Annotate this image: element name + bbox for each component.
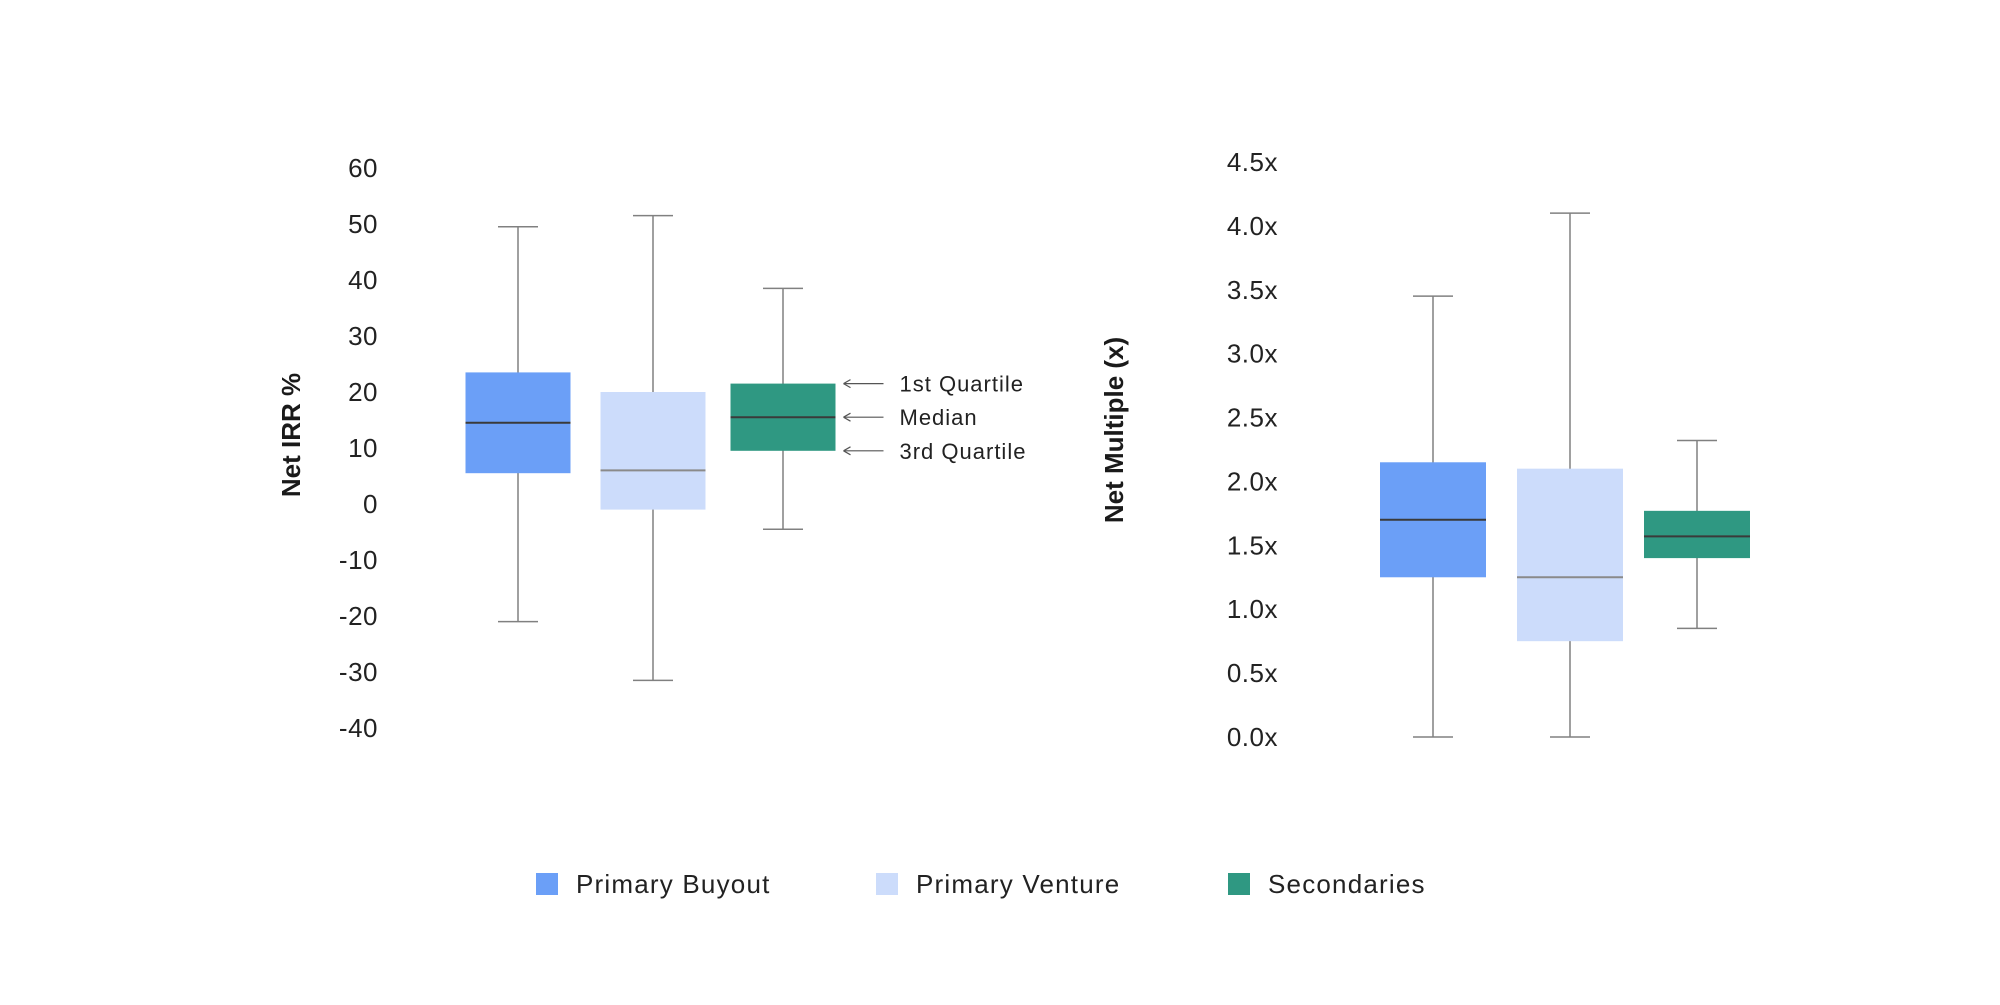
irr-y-tick-label: 30 — [348, 321, 378, 351]
multiple-y-tick-label: 3.5x — [1227, 275, 1278, 305]
multiple-y-tick-label: 4.5x — [1227, 147, 1278, 177]
multiple-y-tick-label: 2.0x — [1227, 466, 1278, 496]
irr-y-tick-label: 60 — [348, 153, 378, 183]
legend-swatch-0 — [536, 873, 558, 895]
irr-y-tick-label: 20 — [348, 377, 378, 407]
multiple-y-tick-label: 3.0x — [1227, 339, 1278, 369]
annotation-arrow-head-0 — [843, 379, 851, 389]
multiple-y-tick-label: 4.0x — [1227, 211, 1278, 241]
legend-swatch-1 — [876, 873, 898, 895]
irr-y-tick-label: -10 — [339, 545, 378, 575]
multiple-y-tick-label: 1.0x — [1227, 594, 1278, 624]
legend-label-1: Primary Venture — [916, 869, 1120, 899]
annotation-arrow-head-1 — [843, 412, 851, 422]
multiple-box-1 — [1517, 468, 1623, 642]
multiple-y-tick-label: 1.5x — [1227, 530, 1278, 560]
irr-y-tick-label: 50 — [348, 209, 378, 239]
irr-y-tick-label: -20 — [339, 601, 378, 631]
legend-label-2: Secondaries — [1268, 869, 1426, 899]
multiple-y-axis-label: Net Multiple (x) — [1099, 337, 1129, 523]
multiple-y-tick-label: 0.5x — [1227, 658, 1278, 688]
annotation-label-1: Median — [900, 405, 978, 430]
annotation-label-2: 3rd Quartile — [900, 439, 1027, 464]
legend-swatch-2 — [1228, 873, 1250, 895]
multiple-box-2 — [1644, 510, 1750, 559]
annotation-label-0: 1st Quartile — [900, 372, 1025, 397]
multiple-y-tick-label: 0.0x — [1227, 722, 1278, 752]
irr-y-axis-label: Net IRR % — [276, 373, 306, 497]
irr-box-1 — [600, 392, 706, 510]
irr-y-tick-label: 40 — [348, 265, 378, 295]
irr-y-tick-label: -30 — [339, 657, 378, 687]
irr-y-tick-label: 10 — [348, 433, 378, 463]
irr-y-tick-label: -40 — [339, 713, 378, 743]
irr-y-tick-label: 0 — [363, 489, 378, 519]
annotation-arrow-head-2 — [843, 446, 851, 456]
legend-label-0: Primary Buyout — [576, 869, 771, 899]
multiple-y-tick-label: 2.5x — [1227, 403, 1278, 433]
